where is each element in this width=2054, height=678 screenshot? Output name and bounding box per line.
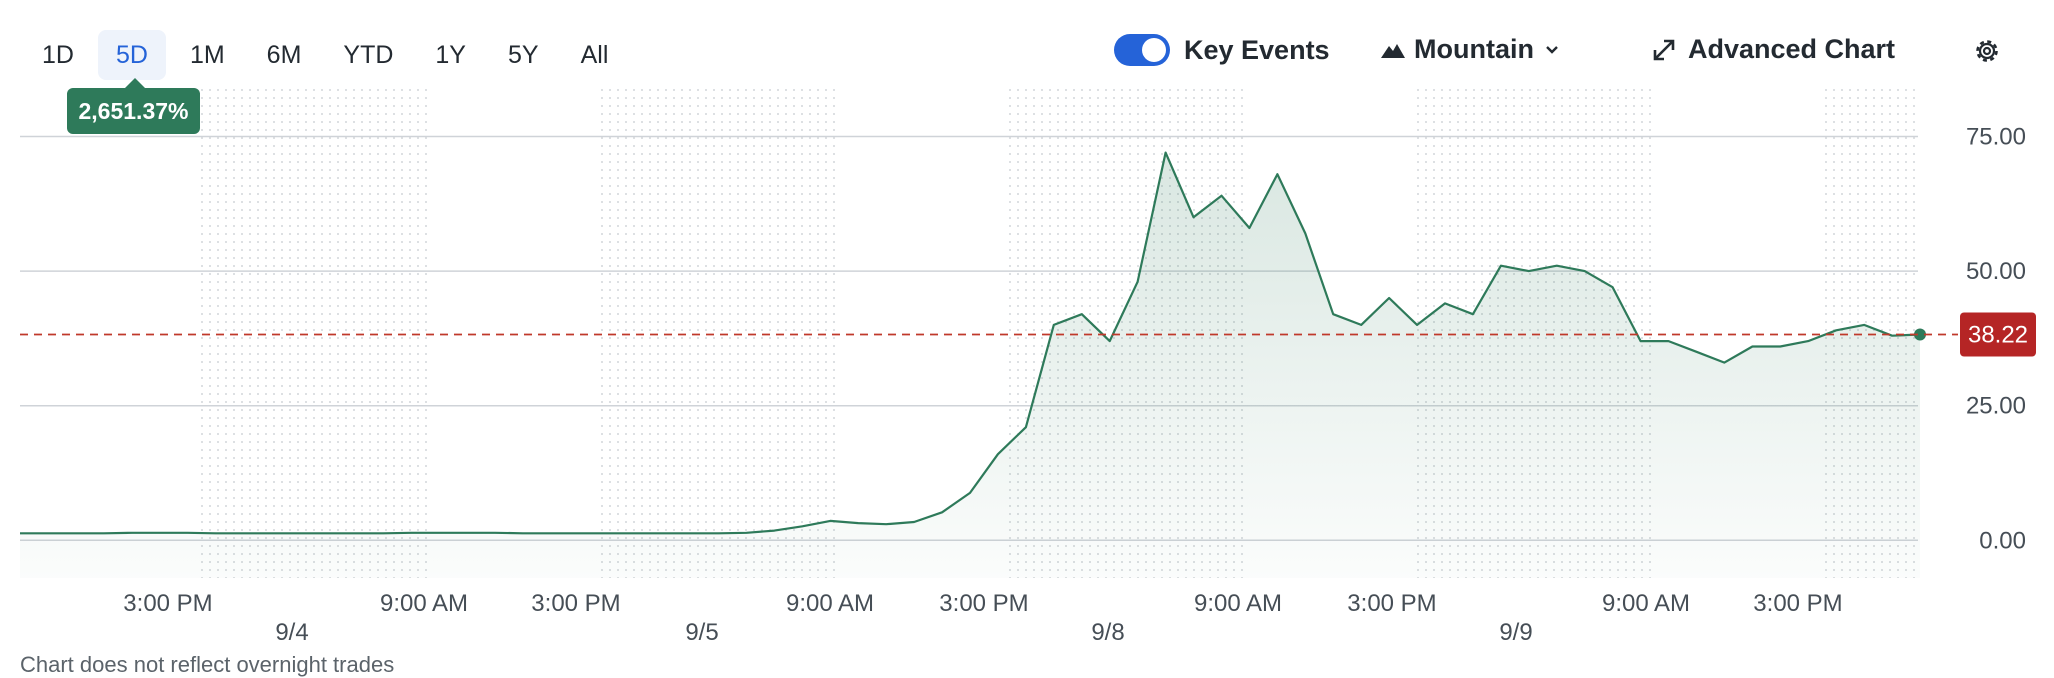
chevron-down-icon: [1546, 45, 1558, 54]
x-date-label: 9/4: [275, 619, 308, 640]
toggle-icon[interactable]: [1114, 34, 1170, 66]
chart-type-label: Mountain: [1414, 34, 1534, 64]
range-tabs: 1D 5D 1M 6M YTD 1Y 5Y All: [24, 30, 632, 80]
price-line: [20, 151, 1921, 535]
chart-toolbar: 1D 5D 1M 6M YTD 1Y 5Y All Key Events Mou…: [0, 0, 2054, 108]
x-time-label: 9:00 AM: [786, 590, 874, 617]
session-band: [196, 88, 432, 578]
x-time-label: 3:00 PM: [531, 590, 620, 617]
last-price-label: 38.22: [1968, 322, 2028, 349]
tab-5y[interactable]: 5Y: [508, 41, 539, 69]
percent-change-badge: 2,651.37%: [67, 78, 200, 134]
chart-type-dropdown[interactable]: Mountain: [1380, 34, 1560, 65]
tab-ytd[interactable]: YTD: [343, 41, 394, 69]
x-time-label: 3:00 PM: [1753, 590, 1842, 617]
chart-footnote: Chart does not reflect overnight trades: [20, 652, 395, 677]
last-point-marker: [1914, 328, 1926, 341]
y-tick-label: 25.00: [1966, 393, 2026, 420]
tab-all[interactable]: All: [580, 41, 609, 69]
x-time-label: 3:00 PM: [1347, 590, 1436, 617]
x-time-label: 3:00 PM: [939, 590, 1028, 617]
x-date-label: 9/8: [1091, 619, 1124, 640]
x-time-label: 9:00 AM: [380, 590, 468, 617]
y-tick-label: 50.00: [1966, 258, 2026, 285]
key-events-control[interactable]: Key Events: [1114, 34, 1330, 66]
session-band: [600, 88, 836, 578]
advanced-chart-button[interactable]: Advanced Chart: [1652, 34, 1895, 65]
tab-6m[interactable]: 6M: [266, 41, 302, 69]
key-events-label: Key Events: [1184, 34, 1330, 65]
mountain-icon: [1381, 43, 1405, 58]
y-tick-label: 75.00: [1966, 123, 2026, 150]
tab-1y[interactable]: 1Y: [435, 41, 466, 69]
x-date-label: 9/9: [1499, 619, 1532, 640]
last-price-badge: [1960, 312, 2036, 357]
advanced-chart-label: Advanced Chart: [1688, 34, 1896, 64]
tab-5d[interactable]: 5D: [97, 30, 166, 80]
x-time-label: 9:00 AM: [1602, 590, 1690, 617]
gear-icon[interactable]: [1972, 36, 2002, 71]
price-chart[interactable]: 38.22 0.00 25.00 50.00 75.00 3:00 PM 9:00 AM…: [0, 0, 2054, 640]
x-date-label: 9/5: [685, 619, 718, 640]
price-area: [20, 152, 1920, 578]
tab-1m[interactable]: 1M: [189, 41, 225, 69]
tab-1d[interactable]: 1D: [42, 41, 74, 69]
y-tick-label: 0.00: [1979, 527, 2026, 554]
x-time-label: 3:00 PM: [123, 590, 212, 617]
x-time-label: 9:00 AM: [1194, 590, 1282, 617]
expand-icon: [1653, 39, 1675, 60]
